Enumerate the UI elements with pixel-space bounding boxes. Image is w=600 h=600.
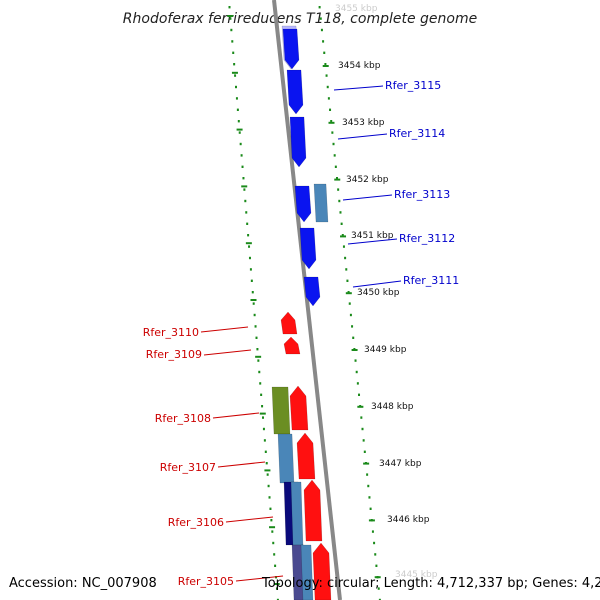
gene-label: Rfer_3109 — [146, 348, 202, 361]
gene-glyph — [289, 116, 307, 168]
kbp-label: 3452 kbp — [346, 175, 389, 185]
kbp-label: 3450 kbp — [357, 288, 400, 298]
gene-label: Rfer_3110 — [143, 326, 199, 339]
gene-glyph — [303, 276, 321, 307]
gene-glyph — [280, 311, 298, 335]
gene-leader-line — [337, 133, 388, 140]
gene-leader-line — [217, 461, 266, 468]
right-tick-track — [318, 6, 381, 600]
gene-leader-line — [212, 412, 260, 419]
gene-leader-line — [342, 194, 393, 201]
gene-glyph — [300, 544, 314, 600]
gene-glyph — [283, 336, 301, 355]
gene-leader-line — [352, 280, 402, 288]
gene-label: Rfer_3105 — [178, 575, 234, 588]
kbp-label: 3448 kbp — [371, 402, 414, 412]
gene-glyph — [299, 227, 317, 270]
gene-leader-line — [203, 349, 252, 356]
gene-label: Rfer_3115 — [385, 79, 441, 92]
kbp-label: 3455 kbp — [335, 4, 378, 14]
topology-text: Topology: circular; Length: 4,712,337 bp… — [261, 576, 600, 591]
kbp-scale-labels: 3455 kbp 3454 kbp 3453 kbp 3452 kbp 3451 kbp… — [335, 4, 438, 580]
gene-glyph — [271, 386, 291, 435]
map-title: Rhodoferax ferrireducens T118, complete … — [123, 11, 477, 27]
gene-glyph — [286, 69, 304, 115]
accession-text: Accession: NC_007908 — [9, 576, 157, 591]
gene-glyph — [277, 433, 295, 484]
genome-backbone — [272, 0, 342, 600]
gene-leader-line — [333, 85, 384, 91]
kbp-label: 3451 kbp — [351, 231, 394, 241]
gene-glyph — [290, 481, 304, 546]
gene-glyph — [282, 28, 300, 70]
gene-glyph — [294, 185, 312, 223]
kbp-label: 3453 kbp — [342, 118, 385, 128]
kbp-label: 3446 kbp — [387, 515, 430, 525]
gene-glyph — [303, 479, 323, 542]
gene-leader-line — [200, 326, 249, 333]
gene-labels: Rfer_3115 Rfer_3114 Rfer_3113 Rfer_3112 Rfer… — [143, 79, 460, 588]
kbp-label: 3449 kbp — [364, 345, 407, 355]
kbp-label: 3445 kbp — [395, 570, 438, 580]
gene-leader-line — [347, 238, 398, 245]
feature-track — [271, 25, 332, 600]
gene-glyph — [296, 432, 316, 480]
gene-leader-line — [225, 516, 274, 523]
gene-label: Rfer_3108 — [155, 412, 211, 425]
left-tick-track — [227, 6, 280, 600]
gene-glyph — [313, 183, 329, 223]
gene-label: Rfer_3107 — [160, 461, 216, 474]
kbp-label: 3454 kbp — [338, 61, 381, 71]
gene-label: Rfer_3111 — [403, 274, 459, 287]
gene-label: Rfer_3113 — [394, 188, 450, 201]
backbone-line — [272, 0, 342, 600]
gene-label: Rfer_3106 — [168, 516, 224, 529]
kbp-label: 3447 kbp — [379, 459, 422, 469]
gene-label: Rfer_3114 — [389, 127, 445, 140]
gene-label: Rfer_3112 — [399, 232, 455, 245]
gene-glyph — [312, 542, 332, 600]
gene-glyph — [289, 385, 309, 431]
gene-leader-line — [235, 575, 284, 582]
